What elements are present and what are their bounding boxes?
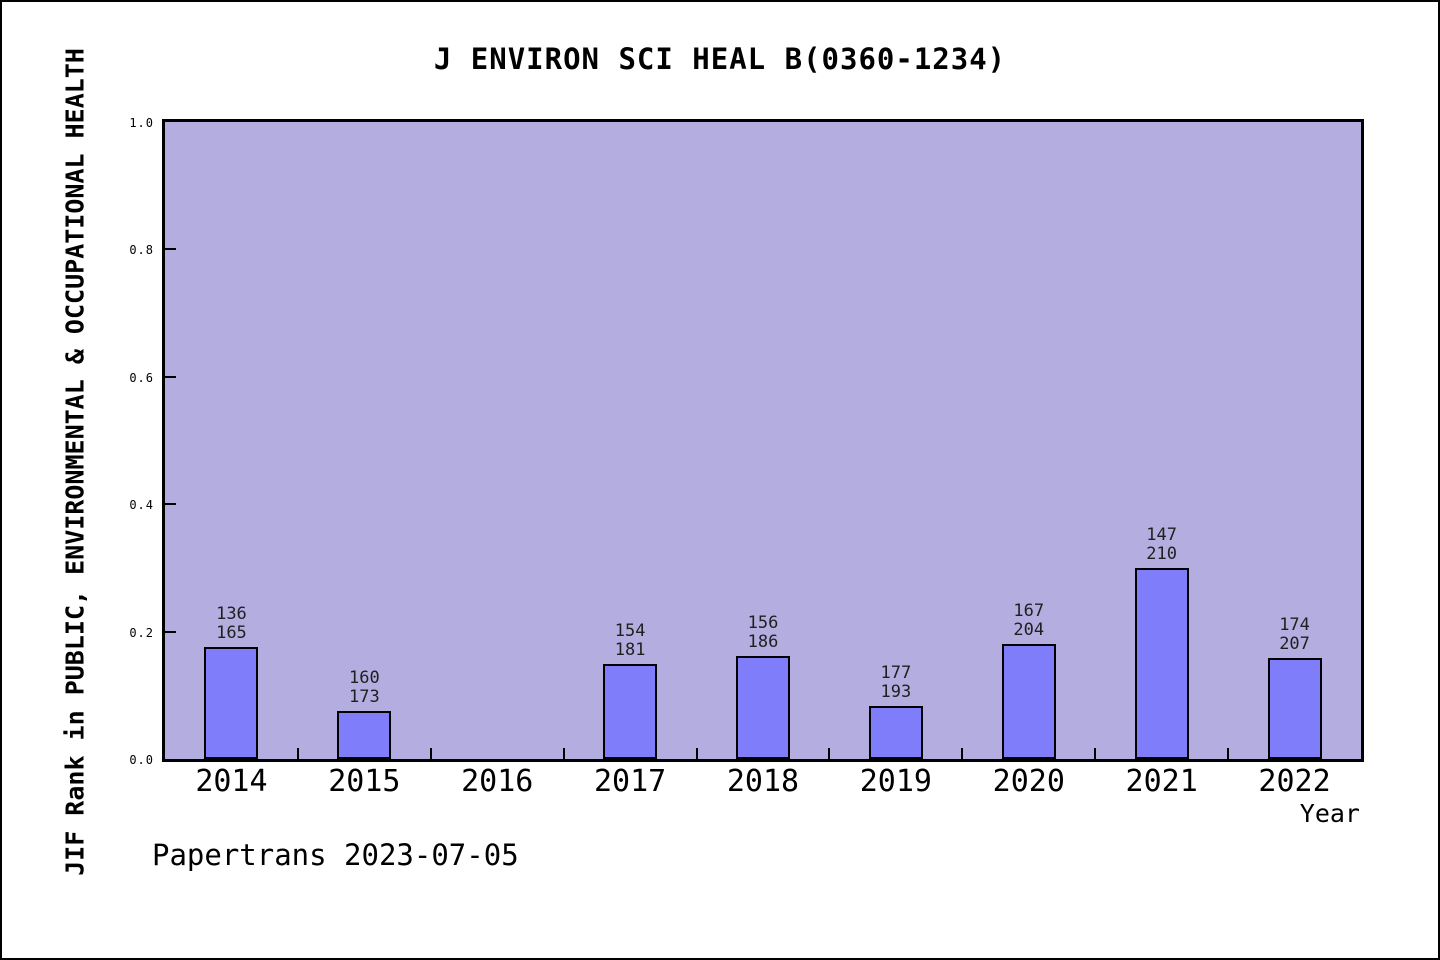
bar — [1001, 644, 1056, 759]
y-tick-mark — [165, 248, 176, 251]
bar — [736, 656, 790, 759]
bar — [868, 706, 923, 759]
x-axis-label: Year — [1299, 799, 1360, 828]
bar — [603, 664, 658, 759]
x-tick-mark — [296, 748, 299, 759]
bar — [337, 711, 392, 759]
x-tick-label: 2019 — [859, 764, 932, 799]
x-tick-label: 2016 — [461, 764, 534, 799]
bar-value-label: 177 193 — [880, 663, 912, 702]
bar-value-label: 160 173 — [348, 668, 380, 707]
bar-value-label: 174 207 — [1279, 615, 1310, 654]
chart-title: J ENVIRON SCI HEAL B(0360-1234) — [433, 42, 1007, 76]
x-tick-mark — [1227, 748, 1230, 759]
y-tick-label: 0.8 — [129, 243, 154, 258]
y-tick-label: 0.0 — [129, 753, 154, 767]
x-tick-mark — [961, 748, 964, 759]
x-tick-mark — [695, 748, 698, 759]
bar-value-label: 167 204 — [1013, 601, 1045, 640]
bar-value-label: 156 186 — [747, 613, 779, 652]
x-tick-label: 2017 — [593, 764, 667, 799]
x-tick-label: 2022 — [1258, 764, 1331, 799]
watermark: Papertrans 2023-07-05 — [152, 838, 519, 872]
x-tick-label: 2015 — [328, 764, 401, 799]
bar — [1134, 568, 1189, 759]
bar-value-label: 136 165 — [216, 604, 247, 643]
y-tick-mark — [165, 503, 176, 506]
bar-value-label: 154 181 — [614, 621, 646, 660]
x-tick-mark — [429, 748, 432, 759]
plot-area: 0.0 0.2 0.4 0.6 0.8 1.0 2014 136 165 2015 160 173… — [129, 116, 1364, 799]
y-tick-mark — [165, 375, 176, 378]
y-tick-label: 0.6 — [129, 370, 154, 385]
bar — [204, 647, 259, 759]
bar — [1267, 658, 1322, 759]
x-tick-label: 2021 — [1125, 764, 1198, 799]
x-tick-label: 2018 — [726, 764, 800, 799]
x-tick-mark — [1094, 748, 1097, 759]
y-tick-label: 0.2 — [129, 625, 154, 640]
x-tick-label: 2020 — [992, 764, 1065, 799]
x-tick-label: 2014 — [195, 764, 268, 799]
bar-value-label: 147 210 — [1146, 525, 1178, 564]
x-tick-mark — [562, 748, 565, 759]
y-tick-mark — [165, 630, 176, 633]
x-tick-mark — [828, 748, 831, 759]
y-tick-label: 1.0 — [129, 116, 154, 130]
y-axis-label: JIF Rank in PUBLIC, ENVIRONMENTAL & OCCU… — [60, 48, 90, 876]
y-tick-label: 0.4 — [129, 498, 154, 513]
